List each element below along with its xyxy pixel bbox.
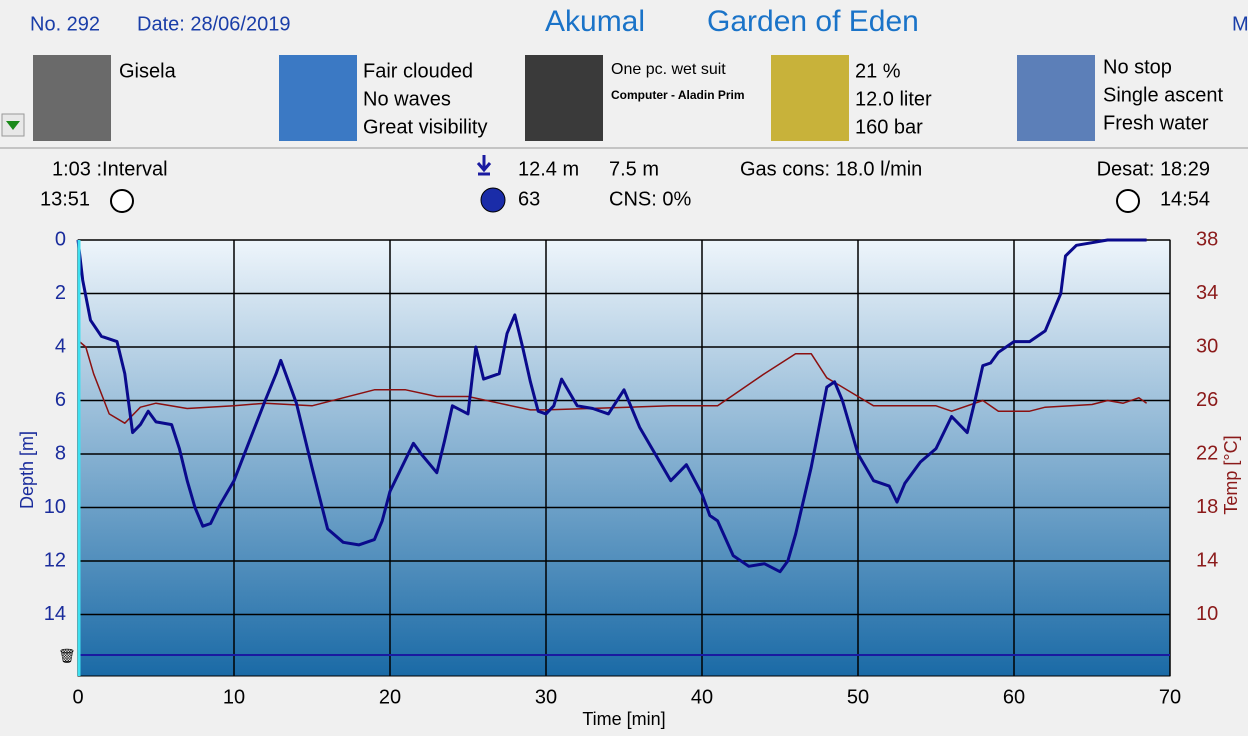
weather-icon bbox=[279, 55, 357, 141]
weather-line: Great visibility bbox=[363, 116, 487, 138]
cns: CNS: 0% bbox=[609, 188, 691, 210]
buddy-name: Gisela bbox=[119, 60, 177, 82]
x-tick-label: 50 bbox=[847, 686, 869, 708]
x-tick-label: 40 bbox=[691, 686, 713, 708]
dive-line: Fresh water bbox=[1103, 112, 1209, 134]
duration: 63 bbox=[518, 188, 540, 210]
dive-number: No. 292 bbox=[30, 13, 100, 35]
dive-date: Date: 28/06/2019 bbox=[137, 13, 290, 35]
y2-tick-label: 14 bbox=[1196, 549, 1218, 571]
y2-tick-label: 10 bbox=[1196, 603, 1218, 625]
temperature-line bbox=[77, 339, 1148, 424]
y-tick-label: 10 bbox=[44, 496, 66, 518]
avg-depth: 7.5 m bbox=[609, 158, 659, 180]
y-tick-label: 8 bbox=[55, 442, 66, 464]
y-tick-label: 14 bbox=[44, 603, 66, 625]
location: Akumal bbox=[545, 5, 645, 38]
x-axis-title: Time [min] bbox=[582, 709, 665, 729]
desat: Desat: 18:29 bbox=[1097, 158, 1210, 180]
truncated-header: M bbox=[1232, 13, 1248, 35]
y2-tick-label: 30 bbox=[1196, 335, 1218, 357]
depth-icon bbox=[476, 155, 492, 176]
dropdown-arrow bbox=[6, 121, 20, 130]
y-tick-label: 0 bbox=[55, 228, 66, 250]
weather-line: No waves bbox=[363, 88, 451, 110]
interval: 1:03 :Interval bbox=[52, 158, 168, 180]
depth-line bbox=[76, 238, 1147, 574]
y2-tick-label: 34 bbox=[1196, 282, 1218, 304]
equipment-line: One pc. wet suit bbox=[611, 61, 726, 78]
y-axis-title: Depth [m] bbox=[17, 431, 37, 509]
dive-line: No stop bbox=[1103, 56, 1172, 78]
start-time: 13:51 bbox=[40, 188, 90, 210]
y-tick-label: 2 bbox=[55, 282, 66, 304]
gas-consumption: Gas cons: 18.0 l/min bbox=[740, 158, 922, 180]
x-tick-label: 60 bbox=[1003, 686, 1025, 708]
y2-tick-label: 26 bbox=[1196, 389, 1218, 411]
clock-icon bbox=[110, 189, 134, 213]
y-tick-label: 12 bbox=[44, 549, 66, 571]
x-tick-label: 30 bbox=[535, 686, 557, 708]
tank-line: 12.0 liter bbox=[855, 88, 932, 110]
y-tick-label: 4 bbox=[55, 335, 66, 357]
dive-line: Single ascent bbox=[1103, 84, 1224, 106]
tank-line: 21 % bbox=[855, 60, 901, 82]
x-tick-label: 0 bbox=[72, 686, 83, 708]
buddy-icon bbox=[33, 55, 111, 141]
plot-area bbox=[77, 239, 1171, 677]
weather-line: Fair clouded bbox=[363, 60, 473, 82]
x-tick-label: 20 bbox=[379, 686, 401, 708]
x-tick-label: 70 bbox=[1159, 686, 1181, 708]
tank-icon bbox=[771, 55, 849, 141]
y2-tick-label: 18 bbox=[1196, 496, 1218, 518]
clock-icon bbox=[1116, 189, 1140, 213]
dive-type-icon bbox=[1017, 55, 1095, 141]
site: Garden of Eden bbox=[707, 5, 919, 38]
x-tick-label: 10 bbox=[223, 686, 245, 708]
y2-tick-label: 22 bbox=[1196, 442, 1218, 464]
end-time: 14:54 bbox=[1160, 188, 1210, 210]
y-tick-label: 6 bbox=[55, 389, 66, 411]
y2-axis-title: Temp [°C] bbox=[1221, 435, 1241, 514]
bottom-icon: 🗑 bbox=[58, 648, 76, 664]
equipment-icon bbox=[525, 55, 603, 141]
duration-icon bbox=[480, 187, 506, 213]
y2-tick-label: 38 bbox=[1196, 228, 1218, 250]
equipment-line: Computer - Aladin Prim bbox=[611, 88, 745, 102]
max-depth: 12.4 m bbox=[518, 158, 579, 180]
tank-line: 160 bar bbox=[855, 116, 923, 138]
